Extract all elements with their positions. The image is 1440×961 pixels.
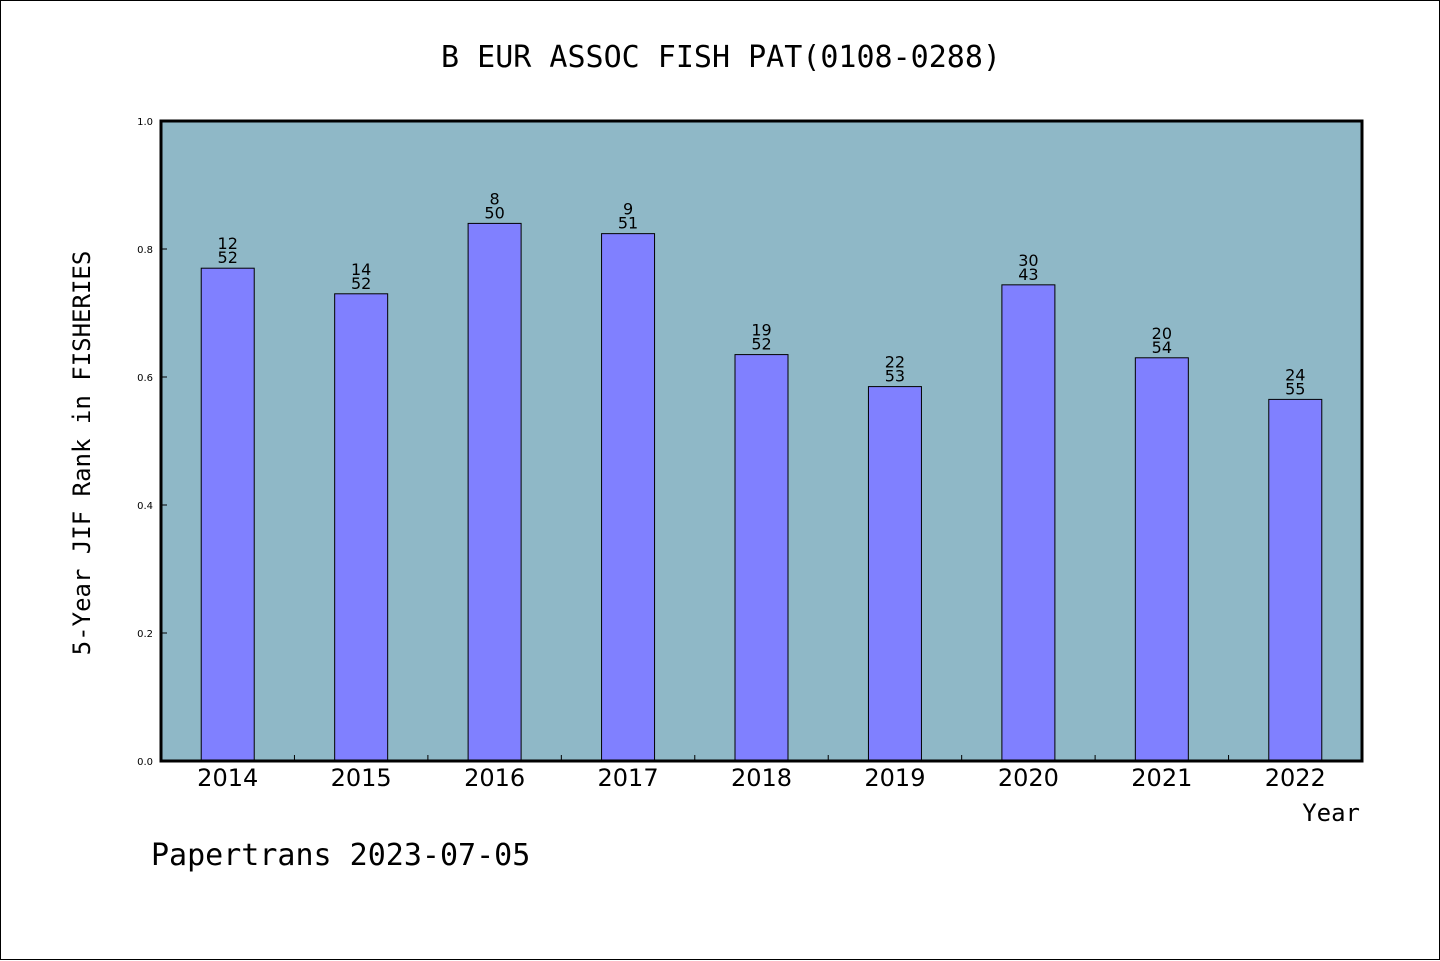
bar-rank-label: 24 (1285, 365, 1305, 384)
y-tick-label: 0.0 (137, 757, 153, 768)
y-axis-label: 5-Year JIF Rank in FISHERIES (68, 251, 96, 656)
plot-border (159, 119, 1364, 763)
y-tick-label: 0.6 (137, 373, 153, 384)
bar-total-label: 50 (484, 203, 504, 222)
ticks-layer: 2014 2015 2016 2017 2018 2019 2020 2021 20220.00… (137, 117, 1326, 792)
bar-2017 (601, 233, 656, 762)
bar-2019 (867, 386, 922, 762)
bar-2021 (1134, 357, 1189, 762)
bar-2020 (1001, 284, 1056, 762)
y-tick-label: 0.8 (137, 245, 153, 256)
x-tick-label: 2022 (1265, 764, 1326, 792)
x-tick-label: 2019 (864, 764, 925, 792)
bar-rank-label: 22 (885, 353, 905, 372)
x-tick-label: 2015 (331, 764, 392, 792)
x-tick-label: 2018 (731, 764, 792, 792)
bar-total-label: 52 (218, 248, 238, 267)
bar-2016 (467, 222, 522, 762)
bar-total-label: 52 (351, 274, 371, 293)
bar-rank-label: 30 (1018, 251, 1038, 270)
y-tick-label: 0.2 (137, 629, 153, 640)
x-axis-label: Year (1302, 799, 1360, 827)
bar-total-label: 51 (618, 214, 638, 233)
bar-rank-label: 12 (218, 234, 238, 253)
bar-total-label: 43 (1018, 265, 1038, 284)
chart-title: B EUR ASSOC FISH PAT(0108-0288) (441, 40, 1001, 75)
x-tick-label: 2016 (464, 764, 525, 792)
bar-rank-label: 9 (623, 200, 633, 219)
bar-rank-label: 14 (351, 260, 371, 279)
y-tick-label: 1.0 (137, 117, 153, 128)
x-tick-label: 2020 (998, 764, 1059, 792)
bar-2022 (1268, 398, 1323, 762)
bar-rank-label: 8 (490, 189, 500, 208)
bar-rank-label: 19 (751, 321, 771, 340)
bar-total-label: 54 (1152, 338, 1172, 357)
footer-credit: Papertrans 2023-07-05 (151, 838, 530, 873)
bar-2014 (200, 267, 255, 762)
x-tick-label: 2017 (598, 764, 659, 792)
y-tick-label: 0.4 (137, 501, 153, 512)
bar-total-label: 53 (885, 367, 905, 386)
bar-2018 (734, 354, 789, 762)
bar-2015 (334, 293, 389, 762)
bar-total-label: 55 (1285, 379, 1305, 398)
bar-rank-label: 20 (1152, 324, 1172, 343)
x-tick-label: 2014 (197, 764, 258, 792)
bar-total-label: 52 (751, 335, 771, 354)
x-tick-label: 2021 (1131, 764, 1192, 792)
